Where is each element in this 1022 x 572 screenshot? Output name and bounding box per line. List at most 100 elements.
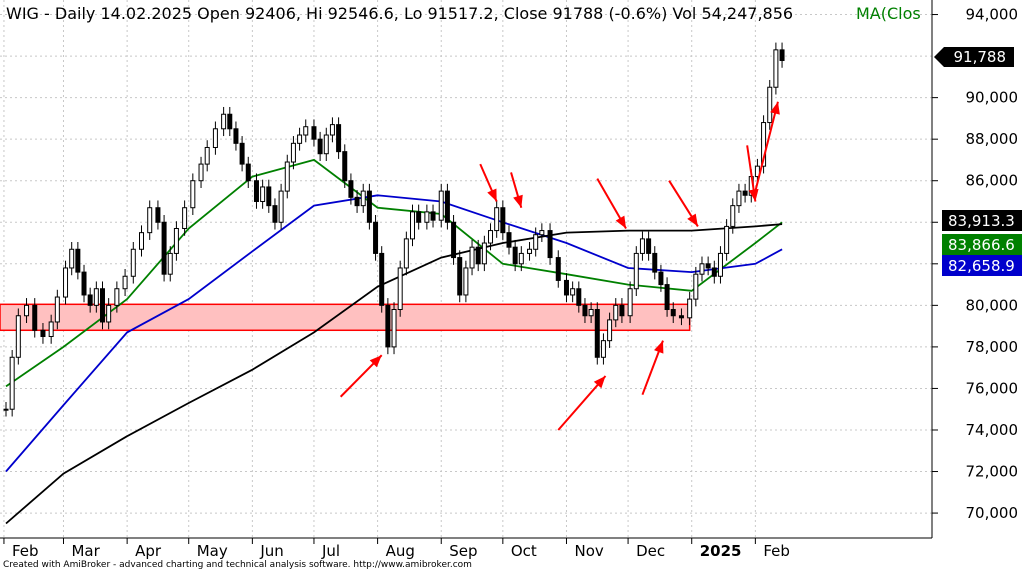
price-bar-body bbox=[272, 205, 278, 223]
y-tick-label: 70,000 bbox=[966, 504, 1019, 522]
price-bar-body bbox=[619, 304, 625, 317]
price-bar-body bbox=[54, 296, 60, 323]
price-bar-body bbox=[233, 128, 239, 144]
value-label-bg-ma_mid bbox=[942, 255, 1022, 276]
y-tick-label: 90,000 bbox=[966, 89, 1019, 107]
price-bar-body bbox=[767, 86, 773, 124]
y-tick-label: 78,000 bbox=[966, 338, 1019, 356]
price-bar-body bbox=[742, 190, 748, 196]
x-tick-label: Dec bbox=[636, 542, 665, 560]
price-bar-body bbox=[494, 207, 500, 232]
price-bar-body bbox=[329, 124, 335, 136]
annotation-arrow-head bbox=[593, 375, 606, 389]
price-bar-body bbox=[451, 221, 457, 259]
price-bar-body bbox=[24, 304, 30, 317]
chart-title: WIG - Daily 14.02.2025 Open 92406, Hi 92… bbox=[6, 4, 793, 23]
value-label-bg-ma_long bbox=[942, 210, 1022, 231]
ma-legend-label: MA(Clos bbox=[856, 4, 921, 23]
price-bar-body bbox=[161, 221, 167, 275]
price-bar-body bbox=[348, 180, 354, 198]
series-line-ma_short bbox=[5, 158, 783, 388]
price-bar-body bbox=[506, 232, 512, 248]
price-bar-body bbox=[664, 284, 670, 311]
price-bar-body bbox=[699, 263, 705, 275]
y-tick-label: 88,000 bbox=[966, 130, 1019, 148]
price-bar-body bbox=[284, 161, 290, 192]
price-bar-body bbox=[711, 267, 717, 277]
price-bar-body bbox=[81, 271, 87, 296]
price-bar-body bbox=[9, 356, 15, 410]
price-bar-body bbox=[373, 221, 379, 254]
price-bar-body bbox=[253, 180, 259, 202]
price-bar-body bbox=[198, 163, 204, 182]
price-bar-body bbox=[278, 190, 284, 223]
price-bar-body bbox=[475, 246, 481, 265]
value-label-ma_mid: 82,658.9 bbox=[948, 257, 1015, 275]
y-tick-label: 94,000 bbox=[966, 6, 1019, 24]
price-bar-body bbox=[633, 252, 639, 290]
price-bar-body bbox=[336, 124, 342, 153]
price-bar-body bbox=[75, 248, 81, 273]
price-bar-body bbox=[122, 275, 128, 290]
price-bar-body bbox=[147, 207, 153, 234]
price-bar-body bbox=[173, 227, 179, 254]
price-bar-body bbox=[600, 340, 606, 358]
price-bar-body bbox=[607, 319, 613, 342]
y-tick-label: 74,000 bbox=[966, 421, 1019, 439]
price-bar-body bbox=[693, 273, 699, 300]
value-label-ma_short: 83,866.6 bbox=[948, 236, 1015, 254]
price-bar-body bbox=[430, 211, 436, 221]
price-bar-body bbox=[518, 252, 524, 265]
price-bar-body bbox=[342, 151, 348, 182]
price-bar-body bbox=[40, 329, 46, 338]
x-tick-label: Aug bbox=[386, 542, 415, 560]
price-bar-body bbox=[317, 138, 323, 155]
price-bar-body bbox=[687, 298, 693, 319]
price-bar-body bbox=[469, 246, 475, 269]
price-bar-body bbox=[736, 190, 742, 207]
price-bar-body bbox=[167, 252, 173, 275]
series-lines bbox=[5, 158, 783, 525]
price-bar-body bbox=[463, 267, 469, 296]
annotation-arrow-shaft bbox=[754, 101, 779, 192]
annotation-arrow-head bbox=[513, 194, 523, 208]
price-bar-body bbox=[555, 257, 561, 281]
price-bar-body bbox=[3, 408, 9, 411]
price-bar-body bbox=[488, 230, 494, 244]
y-tick-label: 86,000 bbox=[966, 172, 1019, 190]
price-bar-body bbox=[303, 126, 309, 136]
price-bar-body bbox=[63, 267, 69, 298]
series-line-ma_long bbox=[5, 223, 783, 525]
price-bar-body bbox=[438, 190, 444, 221]
price-bar-body bbox=[481, 242, 487, 265]
value-label-ma_long: 83,913.3 bbox=[948, 212, 1015, 230]
price-bar-body bbox=[582, 304, 588, 317]
price-bar-body bbox=[705, 263, 711, 269]
price-bar-body bbox=[627, 288, 633, 317]
price-bar-body bbox=[547, 230, 553, 259]
axes bbox=[0, 0, 933, 539]
x-tick-label: Jul bbox=[321, 542, 340, 560]
annotation-arrow-head bbox=[487, 188, 497, 202]
annotation-arrow-head bbox=[687, 213, 698, 227]
price-bar-body bbox=[717, 252, 723, 277]
price-bar-body bbox=[93, 288, 99, 306]
price-bar-body bbox=[260, 186, 266, 202]
price-bar-body bbox=[227, 113, 233, 130]
x-tick-label: Apr bbox=[135, 542, 162, 560]
price-bar-body bbox=[15, 315, 21, 358]
price-bar-body bbox=[724, 225, 730, 254]
price-bar-body bbox=[239, 142, 245, 165]
price-bar-body bbox=[397, 267, 403, 311]
x-tick-label: Sep bbox=[449, 542, 477, 560]
x-tick-label: 2025 bbox=[700, 542, 742, 560]
price-bar-body bbox=[773, 49, 779, 88]
annotation-arrow-head bbox=[748, 188, 759, 202]
price-bar-body bbox=[658, 271, 664, 286]
price-bar-body bbox=[512, 246, 518, 265]
price-bar-body bbox=[190, 180, 196, 209]
price-bar-body bbox=[212, 128, 218, 148]
price-bar-body bbox=[588, 309, 594, 317]
price-bar-body bbox=[457, 257, 463, 296]
